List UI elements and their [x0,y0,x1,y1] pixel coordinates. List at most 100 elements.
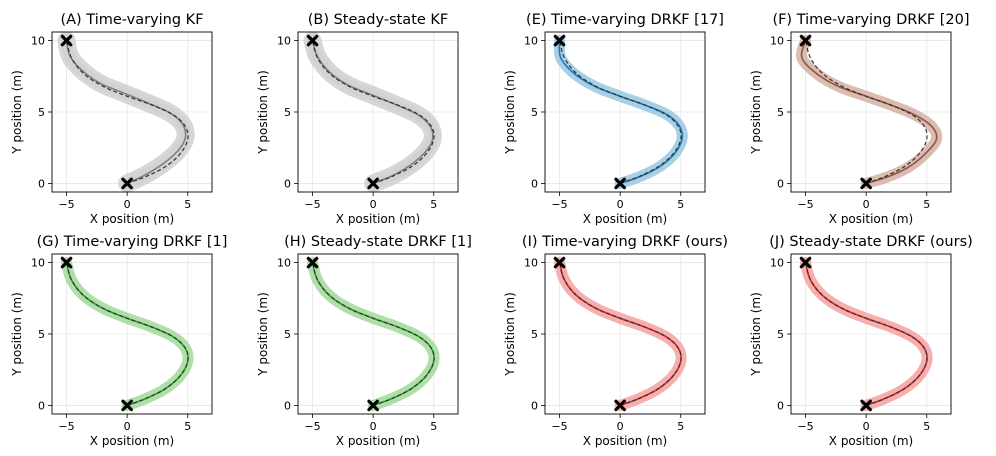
y-axis-label: Y position (m) [503,70,517,155]
reference-line [65,262,189,406]
y-tick-label: 10 [770,257,784,270]
goal-marker [60,34,73,47]
start-marker [614,177,626,190]
start-marker [121,177,133,190]
x-tick-label: 0 [617,420,624,433]
x-tick-label: 5 [677,420,684,433]
subplot-title: (A) Time-varying KF [60,12,203,28]
x-tick-label: −5 [797,420,813,433]
y-axis-label: Y position (m) [10,70,24,155]
x-axis-label: X position (m) [336,212,420,226]
goal-marker [60,256,73,269]
estimate-line [311,40,434,185]
goal-marker [799,256,812,269]
x-axis-label: X position (m) [336,434,420,448]
x-tick-label: −5 [304,198,320,211]
x-axis-label: X position (m) [90,434,174,448]
x-axis-label: X position (m) [829,212,913,226]
x-tick-label: 0 [370,420,377,433]
x-tick-label: 0 [863,420,870,433]
x-tick-label: 5 [430,420,437,433]
plot-area [61,257,194,411]
x-tick-label: 0 [617,198,624,211]
y-tick-label: 5 [777,328,784,341]
x-tick-label: 0 [124,198,131,211]
x-axis-label: X position (m) [829,434,913,448]
goal-marker [306,256,319,269]
y-tick-label: 10 [277,257,291,270]
x-axis-label: X position (m) [583,212,667,226]
y-tick-label: 0 [38,177,45,190]
reference-line [558,262,682,406]
subplot-title: (E) Time-varying DRKF [17] [526,12,724,28]
goal-marker [799,34,812,47]
y-tick-label: 0 [284,399,291,412]
y-tick-label: 0 [531,399,538,412]
start-marker [121,399,133,412]
y-tick-label: 10 [770,35,784,48]
y-tick-label: 5 [284,106,291,119]
x-tick-label: −5 [58,198,74,211]
estimate-line [558,40,684,185]
x-tick-label: −5 [797,198,813,211]
x-tick-label: 5 [677,198,684,211]
plot-area [800,257,933,411]
y-tick-label: 0 [284,177,291,190]
y-tick-label: 10 [524,257,538,270]
x-tick-label: 0 [124,420,131,433]
subplot-e: −5 0 5 0 5 10 (E) Time-varying DRKF [17] X posi… [503,12,724,226]
plot-area [303,32,442,192]
y-tick-label: 0 [531,177,538,190]
y-axis-label: Y position (m) [256,70,270,155]
x-tick-label: 5 [184,198,191,211]
y-tick-label: 5 [531,106,538,119]
x-tick-label: −5 [58,420,74,433]
x-axis-label: X position (m) [90,212,174,226]
x-tick-label: 5 [184,420,191,433]
subplot-title: (J) Steady-state DRKF (ours) [769,234,973,250]
goal-marker [553,256,566,269]
plot-area [553,35,688,189]
subplot-h: −5 0 5 0 5 10 (H) Steady-state DRKF [1] X posit… [256,234,472,448]
y-axis-label: Y position (m) [749,292,763,377]
reference-line [804,262,928,406]
y-tick-label: 5 [531,328,538,341]
y-tick-label: 5 [284,328,291,341]
start-marker [367,177,379,190]
subplot-g: −5 0 5 0 5 10 (G) Time-varying DRKF [1] X posit… [10,234,227,448]
y-axis-label: Y position (m) [749,70,763,155]
x-tick-label: 0 [370,198,377,211]
reference-line [65,40,189,184]
y-tick-label: 10 [277,35,291,48]
subplot-b: −5 0 5 0 5 10 (B) Steady-state KF X position (m… [256,12,459,226]
y-axis-label: Y position (m) [503,292,517,377]
subplot-i: −5 0 5 0 5 10 (I) Time-varying DRKF (ours) X po… [503,234,728,448]
estimate-line [800,40,938,185]
reference-line [804,40,928,184]
x-tick-label: −5 [304,420,320,433]
y-tick-label: 10 [31,35,45,48]
x-axis-label: X position (m) [583,434,667,448]
plot-area [554,257,687,411]
x-tick-label: 0 [863,198,870,211]
plot-area [57,32,195,192]
y-axis-label: Y position (m) [10,292,24,377]
x-tick-label: −5 [551,420,567,433]
y-tick-label: 5 [777,106,784,119]
start-marker [614,399,626,412]
subplot-title: (F) Time-varying DRKF [20] [772,12,969,28]
start-marker [860,177,872,190]
reference-line [558,40,682,184]
subplot-f: −5 0 5 0 5 10 (F) Time-varying DRKF [20] X posi… [749,12,970,226]
y-tick-label: 5 [38,328,45,341]
subplot-a: −5 0 5 0 5 10 (A) Time-varying KF X position (m… [10,12,213,226]
x-tick-label: 5 [923,420,930,433]
plot-area [307,257,440,411]
y-tick-label: 10 [524,35,538,48]
goal-marker [306,34,319,47]
start-marker [367,399,379,412]
x-tick-label: −5 [551,198,567,211]
x-tick-label: 5 [923,198,930,211]
